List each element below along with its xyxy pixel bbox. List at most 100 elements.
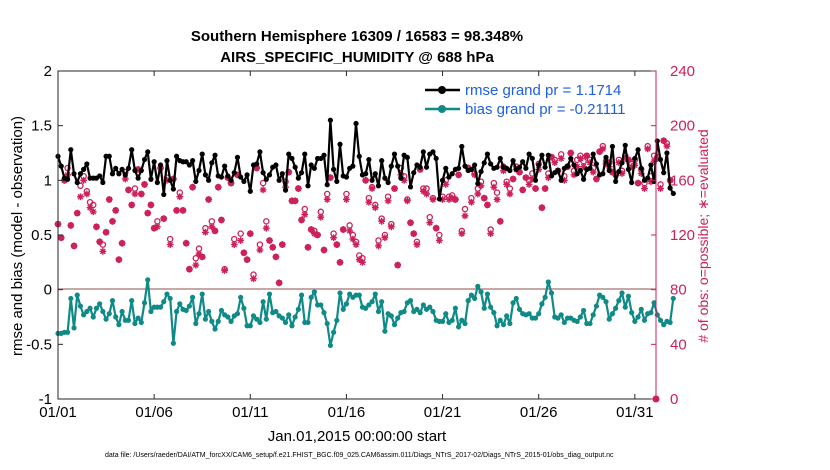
bias-point bbox=[369, 299, 375, 305]
rmse-point bbox=[129, 147, 135, 153]
obs-evaluated-marker bbox=[602, 160, 610, 168]
rmse-point bbox=[228, 177, 234, 183]
obs-evaluated-marker bbox=[419, 187, 427, 195]
y-tick-label: 1 bbox=[44, 172, 52, 189]
y-axis-left: -1 -0.5 0 0.5 1 1.5 2 bbox=[26, 63, 63, 408]
obs-evaluated-marker bbox=[461, 212, 469, 220]
obs-evaluated-marker bbox=[333, 241, 341, 248]
rmse-point bbox=[337, 141, 343, 147]
bias-point bbox=[209, 318, 215, 324]
obs-evaluated-marker bbox=[160, 215, 168, 222]
bias-point bbox=[414, 306, 420, 312]
bias-point bbox=[654, 312, 660, 318]
y-tick-label: 0.5 bbox=[31, 227, 52, 244]
obs-evaluated-marker bbox=[150, 224, 158, 232]
bias-point bbox=[228, 318, 234, 324]
obs-evaluated-marker bbox=[301, 211, 309, 218]
obs-evaluated-marker bbox=[468, 198, 475, 206]
rmse-point bbox=[430, 149, 436, 155]
obs-evaluated-marker bbox=[522, 174, 530, 181]
y-tick-label: -1 bbox=[39, 391, 52, 408]
obs-evaluated-marker bbox=[375, 242, 382, 250]
obs-evaluated-marker bbox=[448, 194, 456, 202]
bias-point bbox=[212, 326, 218, 332]
rmse-point bbox=[65, 176, 71, 182]
bias-point bbox=[427, 304, 433, 310]
obs-evaluated-marker bbox=[343, 196, 350, 203]
bias-point bbox=[74, 292, 80, 298]
rmse-point bbox=[135, 175, 141, 181]
bias-point bbox=[286, 312, 292, 318]
bias-point bbox=[170, 340, 176, 346]
obs-evaluated-marker bbox=[490, 183, 498, 191]
rmse-point bbox=[282, 187, 289, 193]
rmse-point bbox=[116, 171, 122, 177]
rmse-point bbox=[350, 163, 356, 169]
obs-evaluated-marker bbox=[291, 197, 299, 205]
bias-point bbox=[298, 292, 305, 298]
data-file-footer: data file: /Users/raeder/DAI/ATM_forcXX/… bbox=[105, 452, 614, 459]
x-axis-label: Jan.01,2015 00:00:00 start bbox=[268, 428, 447, 445]
bias-point bbox=[90, 314, 96, 320]
y-axis-right: 0 40 80 120 160 200 240 bbox=[651, 63, 695, 408]
obs-evaluated-marker bbox=[166, 241, 174, 248]
bias-point bbox=[167, 295, 173, 302]
rmse-point bbox=[462, 163, 468, 169]
obs-evaluated-marker bbox=[298, 216, 305, 224]
obs-evaluated-marker bbox=[355, 256, 363, 263]
rmse-point bbox=[449, 171, 455, 177]
bias-point bbox=[629, 310, 635, 316]
bias-point bbox=[161, 299, 167, 305]
obs-evaluated-marker bbox=[378, 217, 386, 225]
obs-evaluated-marker bbox=[240, 249, 248, 257]
rmse-point bbox=[148, 176, 154, 182]
bias-point bbox=[183, 307, 189, 314]
rmse-point bbox=[379, 158, 385, 164]
bias-point bbox=[606, 316, 612, 322]
obs-evaluated-marker bbox=[487, 230, 495, 238]
obs-evaluated-marker bbox=[121, 175, 129, 183]
rmse-point bbox=[273, 162, 279, 168]
bias-point bbox=[613, 305, 619, 311]
bias-point bbox=[318, 302, 324, 308]
y2-axis-label: # of obs: o=possible; ∗=evaluated bbox=[695, 129, 711, 342]
obs-evaluated-marker bbox=[105, 196, 113, 203]
rmse-point bbox=[391, 151, 398, 157]
rmse-point bbox=[218, 174, 225, 180]
bias-point bbox=[366, 302, 372, 308]
obs-evaluated-marker bbox=[67, 222, 75, 229]
rmse-point bbox=[539, 152, 545, 158]
obs-evaluated-marker bbox=[86, 204, 94, 212]
rmse-point bbox=[196, 167, 202, 174]
obs-evaluated-marker bbox=[320, 246, 328, 254]
obs-evaluated-marker bbox=[455, 171, 462, 179]
y2-tick-label: 80 bbox=[670, 282, 687, 299]
obs-evaluated-marker bbox=[596, 148, 604, 156]
obs-evaluated-marker bbox=[80, 176, 88, 184]
bias-point bbox=[77, 303, 84, 309]
obs-evaluated-marker bbox=[663, 142, 671, 150]
bias-point bbox=[218, 307, 225, 314]
bias-point bbox=[202, 316, 209, 322]
bias-point bbox=[247, 323, 253, 329]
obs-evaluated-marker bbox=[195, 250, 203, 258]
bias-point bbox=[225, 314, 231, 320]
y2-tick-label: 160 bbox=[670, 172, 695, 189]
obs-evaluated-marker bbox=[218, 216, 225, 224]
obs-evaluated-marker bbox=[147, 201, 155, 209]
rmse-point bbox=[84, 161, 90, 167]
obs-evaluated-marker bbox=[230, 241, 238, 248]
rmse-point bbox=[145, 149, 151, 155]
rmse-point bbox=[106, 153, 112, 159]
obs-evaluated-marker bbox=[496, 217, 504, 225]
rmse-point bbox=[481, 160, 487, 166]
rmse-point bbox=[497, 155, 503, 162]
bias-point bbox=[443, 311, 449, 317]
bias-point bbox=[651, 300, 657, 306]
bias-point bbox=[100, 308, 106, 315]
bias-point bbox=[372, 291, 378, 297]
bias-point bbox=[507, 320, 513, 327]
obs-evaluated-marker bbox=[285, 168, 293, 176]
rmse-point bbox=[388, 163, 394, 169]
rmse-point bbox=[475, 181, 481, 187]
